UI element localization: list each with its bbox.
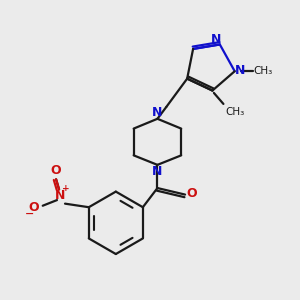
Text: N: N xyxy=(152,106,162,119)
Text: +: + xyxy=(62,184,70,193)
Text: N: N xyxy=(56,189,66,202)
Text: −: − xyxy=(25,209,34,219)
Text: O: O xyxy=(28,201,39,214)
Text: N: N xyxy=(235,64,245,77)
Text: CH₃: CH₃ xyxy=(225,107,244,117)
Text: O: O xyxy=(186,188,197,200)
Text: CH₃: CH₃ xyxy=(253,66,272,76)
Text: N: N xyxy=(152,165,162,178)
Text: O: O xyxy=(51,164,62,178)
Text: N: N xyxy=(211,33,221,46)
